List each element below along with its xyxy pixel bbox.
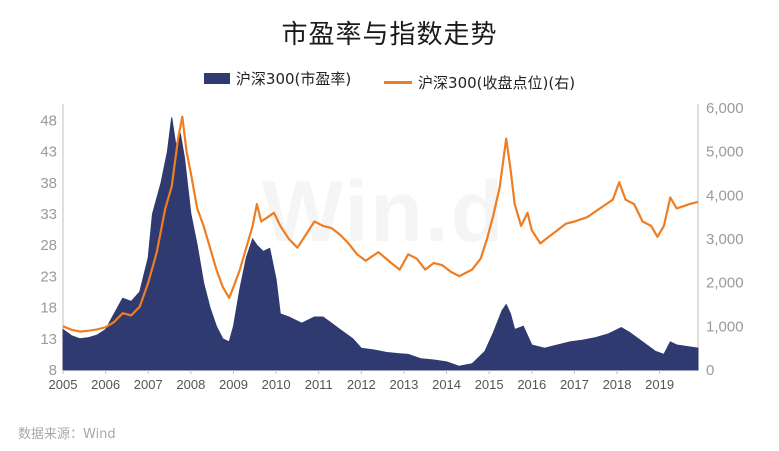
x-axis-tick-label: 2016 (517, 377, 546, 392)
left-axis-tick-label: 18 (40, 300, 57, 317)
x-axis-tick-label: 2017 (560, 377, 589, 392)
legend-label-index: 沪深300(收盘点位)(右) (418, 74, 576, 92)
chart-title: 市盈率与指数走势 (281, 20, 498, 50)
right-axis-tick-label: 4,000 (706, 187, 744, 204)
left-axis-tick-label: 33 (40, 206, 57, 223)
x-axis-tick-label: 2007 (134, 377, 163, 392)
x-axis-tick-label: 2010 (262, 377, 291, 392)
legend-label-pe: 沪深300(市盈率) (235, 70, 352, 88)
x-axis-tick-label: 2018 (603, 377, 632, 392)
left-axis-tick-label: 13 (40, 331, 57, 348)
chart-legend: 沪深300(市盈率) 沪深300(收盘点位)(右) (0, 68, 779, 93)
left-axis-tick-label: 28 (40, 237, 57, 254)
x-axis-tick-label: 2006 (91, 377, 120, 392)
x-axis-tick-label: 2019 (645, 377, 674, 392)
legend-item-pe: 沪深300(市盈率) (203, 68, 352, 89)
right-axis-tick-label: 0 (706, 362, 714, 379)
x-axis-tick-label: 2015 (475, 377, 504, 392)
left-axis-tick-label: 8 (49, 362, 57, 379)
left-axis-tick-label: 43 (40, 144, 57, 161)
x-axis-tick-label: 2009 (219, 377, 248, 392)
x-axis-tick-label: 2013 (389, 377, 418, 392)
data-source-note: 数据来源：Wind (18, 427, 116, 442)
left-axis-tick-label: 23 (40, 268, 57, 285)
right-axis-tick-label: 5,000 (706, 144, 744, 161)
x-axis-tick-label: 2008 (176, 377, 205, 392)
right-axis-tick-label: 6,000 (706, 100, 744, 117)
x-axis-tick-label: 2014 (432, 377, 461, 392)
legend-item-index: 沪深300(收盘点位)(右) (384, 72, 575, 93)
legend-swatch-line-icon (384, 81, 413, 84)
right-axis-tick-label: 3,000 (706, 231, 744, 248)
wind-watermark: Win.d (262, 164, 506, 260)
legend-swatch-area-icon (203, 73, 230, 84)
index-line-series (62, 115, 699, 333)
x-axis-tick-label: 2005 (49, 377, 78, 392)
pe-area-series (62, 117, 699, 371)
x-axis-tick-label: 2011 (305, 377, 333, 392)
x-axis-tick-label: 2012 (347, 377, 376, 392)
left-axis-tick-label: 38 (40, 175, 57, 192)
right-axis-tick-label: 2,000 (706, 275, 744, 292)
right-axis-tick-label: 1,000 (706, 318, 744, 335)
left-axis-tick-label: 48 (40, 112, 57, 129)
